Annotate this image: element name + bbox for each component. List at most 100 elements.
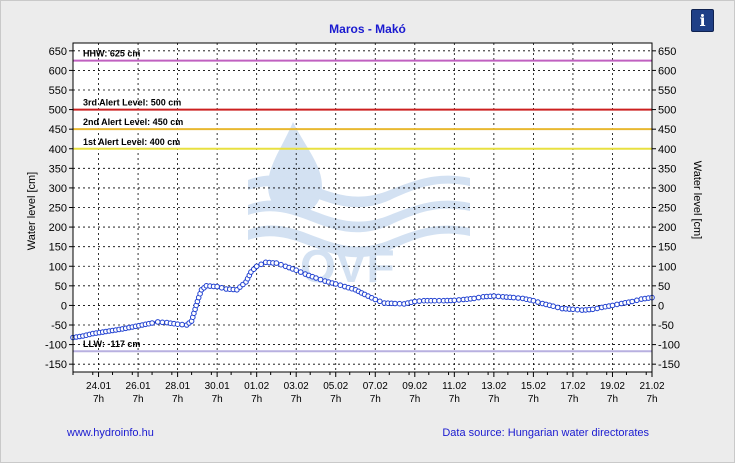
y-tick-label: 600 [658,65,676,77]
y-tick-label: 250 [658,203,676,215]
y-tick-label: 450 [658,124,676,136]
x-tick-date: 13.02 [481,381,506,392]
y-tick-label: -50 [51,320,67,332]
data-point [570,306,576,313]
y-tick-label: 150 [658,242,676,254]
y-axis-right: -150 -100 -50 0 50 100 150 200 250 300 350 400 450 50… [652,46,680,371]
data-point [471,295,477,302]
data-point [589,306,596,313]
data-point [510,294,517,301]
reference-lines: HHW: 625 cm 3rd Alert Level: 500 cm 2nd Al… [73,49,652,353]
data-point [530,297,537,304]
y-tick-label: 650 [658,46,676,58]
data-point [273,260,280,266]
data-point [412,298,418,305]
x-tick-date: 17.02 [560,381,585,392]
y-tick-label: -100 [658,340,680,352]
y-tick-label: 300 [658,183,676,195]
x-tick-hour: 7h [567,394,578,405]
y-tick-label: 100 [49,261,67,273]
hydroinfo-link[interactable]: www.hydroinfo.hu [67,427,154,439]
info-icon[interactable]: i [691,9,714,32]
data-point [614,301,620,308]
reference-line-label: 2nd Alert Level: 450 cm [83,117,183,127]
x-tick-date: 03.02 [284,381,309,392]
data-point [634,297,640,304]
y-tick-label: 500 [49,105,67,117]
y-tick-label: 350 [49,163,67,175]
data-point [317,276,324,283]
data-point [535,299,541,305]
x-tick-hour: 7h [172,394,183,405]
data-point [253,263,260,270]
data-point [278,261,284,268]
y-tick-label: 300 [49,183,67,195]
x-tick-hour: 7h [370,394,381,405]
y-tick-label: 550 [49,85,67,97]
data-point [554,304,561,311]
y-tick-label: 400 [49,144,67,156]
data-point [550,303,557,310]
x-tick-hour: 7h [93,394,104,405]
chart-title: Maros - Makó [329,22,406,36]
data-point [456,297,462,303]
data-point [159,319,166,326]
x-tick-hour: 7h [291,394,302,405]
x-tick-hour: 7h [646,394,657,405]
data-point [609,302,616,309]
y-tick-label: 650 [49,46,67,58]
data-point [377,298,383,305]
data-point [392,300,398,307]
x-tick-date: 15.02 [521,381,546,392]
x-tick-hour: 7h [528,394,539,405]
y-tick-label: 200 [49,222,67,234]
data-point [337,282,344,289]
data-point [436,297,442,304]
x-tick-hour: 7h [607,394,618,405]
data-point [332,281,339,287]
x-tick-hour: 7h [449,394,460,405]
y-tick-label: -150 [45,359,67,371]
y-tick-label: 0 [61,300,67,312]
data-point [431,297,438,304]
y-tick-label: 600 [49,65,67,77]
x-tick-date: 21.02 [639,381,664,392]
y-tick-label: 100 [658,261,676,273]
y-tick-label: -50 [658,320,674,332]
y-axis-left: -150 -100 -50 0 50 100 150 200 250 300 350 400 450 50… [45,46,73,371]
data-point [179,321,185,328]
x-tick-date: 28.01 [165,381,190,392]
y-tick-label: 50 [658,281,670,293]
data-point [574,306,581,313]
y-tick-label: 500 [658,105,676,117]
data-point [218,285,225,291]
data-point [594,305,601,312]
data-point [372,296,379,303]
y-tick-label: 0 [658,300,664,312]
data-point [416,298,423,304]
data-source-text: Data source: Hungarian water directorate… [442,427,649,439]
x-tick-hour: 7h [409,394,420,405]
data-point [297,269,304,275]
x-tick-hour: 7h [133,394,144,405]
y-tick-label: 450 [49,124,67,136]
y-tick-label: 200 [658,222,676,234]
data-point [515,295,522,301]
y-tick-label: 550 [658,85,676,97]
y-axis-label-left: Water level [cm] [26,172,38,250]
x-tick-date: 11.02 [442,381,467,392]
x-axis: 24.01 7h 26.01 7h 28.01 7h 30.01 7h 01.02 7h 03.02… [72,372,665,405]
data-point [629,298,636,305]
data-point [155,319,161,325]
x-tick-date: 26.01 [126,381,151,392]
x-tick-date: 24.01 [86,381,111,392]
data-point [214,283,220,290]
y-tick-label: 250 [49,203,67,215]
x-tick-hour: 7h [488,394,499,405]
y-tick-label: 350 [658,163,676,175]
data-point [475,294,482,301]
x-tick-date: 07.02 [363,381,388,392]
series-water-level [70,259,655,341]
data-point [451,297,458,304]
x-tick-date: 09.02 [402,381,427,392]
